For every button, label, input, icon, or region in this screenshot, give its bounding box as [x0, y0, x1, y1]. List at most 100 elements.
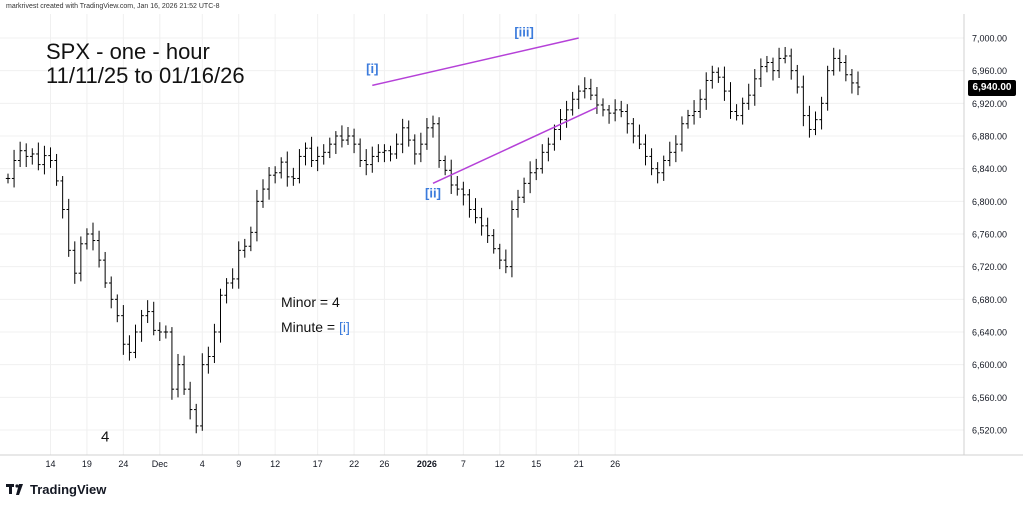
- time-tick-label: 26: [379, 459, 389, 469]
- ohlc-bar: [734, 104, 739, 121]
- ohlc-bar: [612, 99, 618, 122]
- ohlc-bar: [24, 143, 29, 168]
- credit-text: markrivest created with TradingView.com,…: [6, 3, 220, 10]
- ohlc-bar: [139, 309, 144, 342]
- ohlc-bar: [339, 125, 345, 148]
- ohlc-bar: [594, 87, 600, 114]
- ohlc-bar: [843, 55, 849, 82]
- title-line-2: 11/11/25 to 01/16/26: [46, 63, 245, 88]
- price-bars: [5, 46, 861, 434]
- ohlc-bar: [291, 167, 296, 186]
- ohlc-bar: [540, 144, 545, 174]
- time-tick-label: 7: [461, 459, 466, 469]
- ohlc-bar: [5, 173, 11, 184]
- ohlc-bar: [436, 117, 442, 168]
- ohlc-bar: [782, 46, 788, 64]
- ohlc-bar: [376, 144, 381, 163]
- ohlc-bar: [206, 346, 211, 374]
- price-tick-label: 7,000.00: [972, 34, 1007, 44]
- ohlc-bar: [564, 100, 569, 128]
- price-tick-label: 6,760.00: [972, 230, 1007, 240]
- ohlc-bar: [758, 58, 764, 87]
- ohlc-bar: [552, 124, 557, 151]
- ohlc-bar: [449, 159, 454, 194]
- ohlc-bar: [272, 166, 278, 184]
- ohlc-bar: [746, 83, 751, 110]
- price-axis: 7,000.00 6,960.00 6,920.00 6,880.00 6,840.00…: [972, 34, 1007, 436]
- ohlc-bar: [679, 116, 685, 152]
- ohlc-bar: [418, 132, 424, 163]
- ohlc-bar: [254, 189, 260, 242]
- ohlc-bar: [212, 323, 217, 364]
- ohlc-bar: [704, 72, 709, 110]
- ohlc-bar: [181, 355, 187, 395]
- wedge-trendline: [372, 37, 579, 87]
- ohlc-bar: [382, 144, 387, 163]
- ohlc-bar: [412, 134, 417, 165]
- ohlc-bar: [303, 142, 308, 166]
- ohlc-bar: [764, 55, 770, 73]
- trendlines: [372, 37, 598, 185]
- ohlc-bar: [776, 47, 782, 79]
- ohlc-bar: [643, 134, 648, 166]
- ohlc-bar: [157, 322, 162, 341]
- ohlc-bar: [479, 207, 484, 236]
- ohlc-bar: [370, 146, 375, 173]
- ohlc-bar: [11, 149, 17, 188]
- ohlc-bar: [673, 135, 679, 163]
- ohlc-bar: [570, 91, 575, 116]
- price-chart[interactable]: [i] [ii] [iii] 4 7,000.00 6,960.00 6,920.00 6,…: [0, 0, 1023, 471]
- ohlc-bar: [357, 138, 363, 168]
- time-axis: 14 19 24 Dec 4 9 12 17 22 26 2026 7 12 15 21 26: [45, 459, 620, 469]
- ohlc-bar: [96, 230, 102, 268]
- ohlc-bar: [625, 104, 630, 134]
- ohlc-bar: [697, 89, 703, 119]
- ohlc-bar: [36, 142, 41, 171]
- ohlc-bar: [576, 85, 581, 110]
- ohlc-bar: [424, 118, 430, 150]
- wave-label: [i]: [366, 61, 378, 76]
- wave-label: [iii]: [514, 24, 534, 39]
- ohlc-bar: [321, 144, 326, 165]
- price-tick-label: 6,680.00: [972, 295, 1007, 305]
- ohlc-bar: [327, 137, 332, 159]
- ohlc-bar: [728, 82, 733, 119]
- ohlc-bar: [109, 276, 114, 309]
- ohlc-bar: [17, 141, 23, 168]
- price-tick-label: 6,600.00: [972, 360, 1007, 370]
- ohlc-bar: [442, 155, 448, 176]
- ohlc-bar: [637, 124, 642, 150]
- ohlc-bar: [72, 241, 77, 284]
- ohlc-bar: [837, 49, 842, 72]
- title-line-1: SPX - one - hour: [46, 39, 210, 64]
- ohlc-bar: [855, 71, 861, 96]
- ohlc-bar: [722, 66, 727, 101]
- ohlc-bar: [187, 381, 193, 420]
- ohlc-bar: [242, 238, 247, 258]
- ohlc-bar: [461, 181, 466, 206]
- tradingview-logo[interactable]: TradingView: [6, 482, 106, 497]
- ohlc-bar: [279, 157, 284, 179]
- time-tick-label: 21: [574, 459, 584, 469]
- price-tick-label: 6,960.00: [972, 66, 1007, 76]
- ohlc-bar: [467, 189, 472, 218]
- ohlc-bar: [115, 294, 120, 323]
- ohlc-bar: [406, 120, 411, 147]
- wedge-trendline: [432, 106, 598, 185]
- time-tick-label: 4: [200, 459, 205, 469]
- ohlc-bar: [42, 145, 47, 175]
- ohlc-bar: [649, 148, 654, 176]
- ohlc-bar: [30, 148, 35, 165]
- ohlc-bar: [534, 158, 539, 181]
- ohlc-bar: [248, 226, 254, 252]
- ohlc-bar: [285, 151, 290, 187]
- ohlc-bar: [66, 198, 71, 257]
- ohlc-bar: [297, 149, 302, 184]
- ohlc-bar: [260, 179, 266, 208]
- ohlc-bar: [631, 118, 636, 144]
- time-tick-label: 2026: [417, 459, 437, 469]
- ohlc-bar: [169, 327, 175, 400]
- ohlc-bar: [84, 228, 90, 250]
- ohlc-bar: [218, 288, 223, 343]
- ohlc-bar: [266, 167, 272, 200]
